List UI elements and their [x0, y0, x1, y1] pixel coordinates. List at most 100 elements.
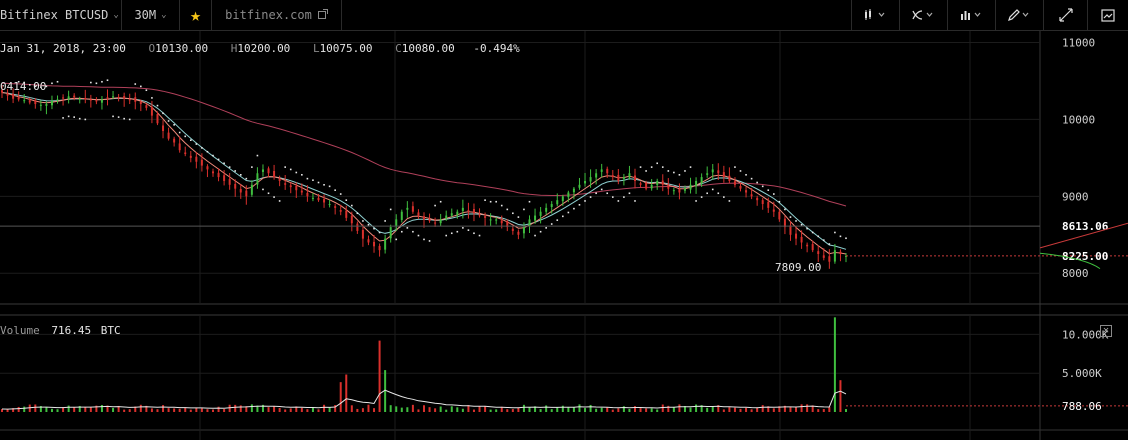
symbol-label: Bitfinex BTCUSD [0, 8, 109, 22]
price-axis-label: 10000 [1062, 113, 1095, 126]
volume-bar [295, 406, 298, 412]
candle-body [700, 177, 703, 184]
candle-body [62, 97, 65, 99]
volume-bar [117, 405, 120, 412]
sar-dot [500, 204, 503, 207]
volume-bar [695, 404, 698, 412]
volume-bar [156, 409, 159, 412]
sar-dot [251, 166, 253, 168]
sar-dot [512, 212, 514, 215]
close-icon[interactable]: ✕ [1100, 325, 1112, 337]
sar-dot [334, 189, 336, 191]
price-chart[interactable]: 11000 10000 9000 8000 10.000K 5.000K 0414.00 7… [0, 31, 1128, 440]
source-link[interactable]: bitfinex.com [212, 0, 342, 30]
candle-body [162, 125, 165, 131]
candle-body [661, 180, 664, 185]
candle-body [384, 238, 387, 250]
sar-dot [306, 177, 309, 180]
volume-bar [128, 409, 131, 412]
sar-dot [634, 200, 636, 202]
candle-body [117, 97, 120, 99]
candle-body [789, 225, 792, 235]
candle-body [795, 233, 798, 239]
volume-bar [845, 409, 847, 412]
star-icon: ★ [190, 4, 201, 26]
candle-body [528, 219, 531, 227]
volume-bar [411, 404, 414, 412]
sar-dot [584, 200, 586, 202]
volume-bar [206, 409, 209, 412]
symbol-selector[interactable]: Bitfinex BTCUSD ⌄ [0, 0, 122, 30]
volume-bar [595, 408, 598, 412]
volume-bar [739, 408, 742, 412]
volume-bar [178, 408, 181, 412]
interval-selector[interactable]: 30M ⌄ [122, 0, 180, 30]
candle-body [50, 100, 53, 106]
volume-bar [517, 407, 520, 412]
sar-dot [562, 215, 564, 218]
candle-body [267, 168, 270, 174]
volume-bar [606, 407, 609, 412]
volume-bar [683, 406, 686, 412]
candle-body [34, 100, 37, 105]
volume-bar [622, 406, 625, 412]
volume-bar [162, 405, 165, 412]
sar-dot [684, 170, 686, 172]
snapshot-button[interactable] [1087, 0, 1128, 30]
candle-body [783, 218, 786, 228]
sar-dot [700, 196, 703, 198]
sar-dot [567, 211, 570, 214]
indicators-button[interactable] [899, 0, 947, 30]
compare-button[interactable] [947, 0, 995, 30]
volume-bar [289, 408, 292, 412]
sar-dot [623, 196, 625, 198]
candle-body [761, 200, 764, 205]
candle-body [478, 214, 481, 216]
sar-dot [328, 185, 331, 188]
candle-body [189, 155, 192, 158]
volume-bar [522, 404, 525, 412]
fullscreen-button[interactable] [1043, 0, 1087, 30]
sar-dot [101, 80, 103, 83]
drawing-tools-button[interactable] [995, 0, 1043, 30]
sar-dot [795, 220, 797, 222]
volume-bar [456, 407, 459, 412]
candle-body [373, 241, 376, 247]
legend-open-label: O [148, 42, 156, 55]
sar-dot [339, 193, 342, 195]
candle-body [1, 90, 3, 93]
candle-body [617, 174, 620, 181]
sar-dot [289, 168, 292, 171]
volume-bar [167, 408, 170, 412]
volume-bar [428, 407, 431, 412]
candle-body [683, 188, 686, 191]
ema-fast-line [1, 92, 847, 255]
candles-icon [864, 9, 884, 20]
candle-body [484, 216, 487, 218]
volume-bar [23, 406, 26, 412]
sar-dot [611, 196, 614, 198]
volume-bar [545, 405, 548, 412]
sar-dot [400, 230, 403, 233]
sar-dot [534, 234, 536, 237]
candle-body [173, 138, 176, 143]
candle-body [45, 104, 48, 106]
volume-bar [373, 408, 376, 412]
volume-bar [150, 408, 153, 412]
bar-type-button[interactable] [851, 0, 899, 30]
candle-body [234, 183, 237, 189]
candle-body [195, 156, 198, 162]
candle-body [828, 256, 831, 262]
volume-bar [28, 404, 31, 412]
sar-dot [373, 227, 375, 230]
volume-bar [472, 409, 475, 412]
favorite-button[interactable]: ★ [180, 0, 212, 30]
sar-dot [828, 243, 831, 245]
sar-dot [473, 232, 475, 235]
candle-body [733, 181, 736, 185]
sar-dot [811, 231, 814, 234]
volume-bar [567, 407, 570, 412]
volume-bar [467, 405, 470, 412]
candle-body [650, 184, 653, 189]
volume-bar [445, 409, 448, 412]
